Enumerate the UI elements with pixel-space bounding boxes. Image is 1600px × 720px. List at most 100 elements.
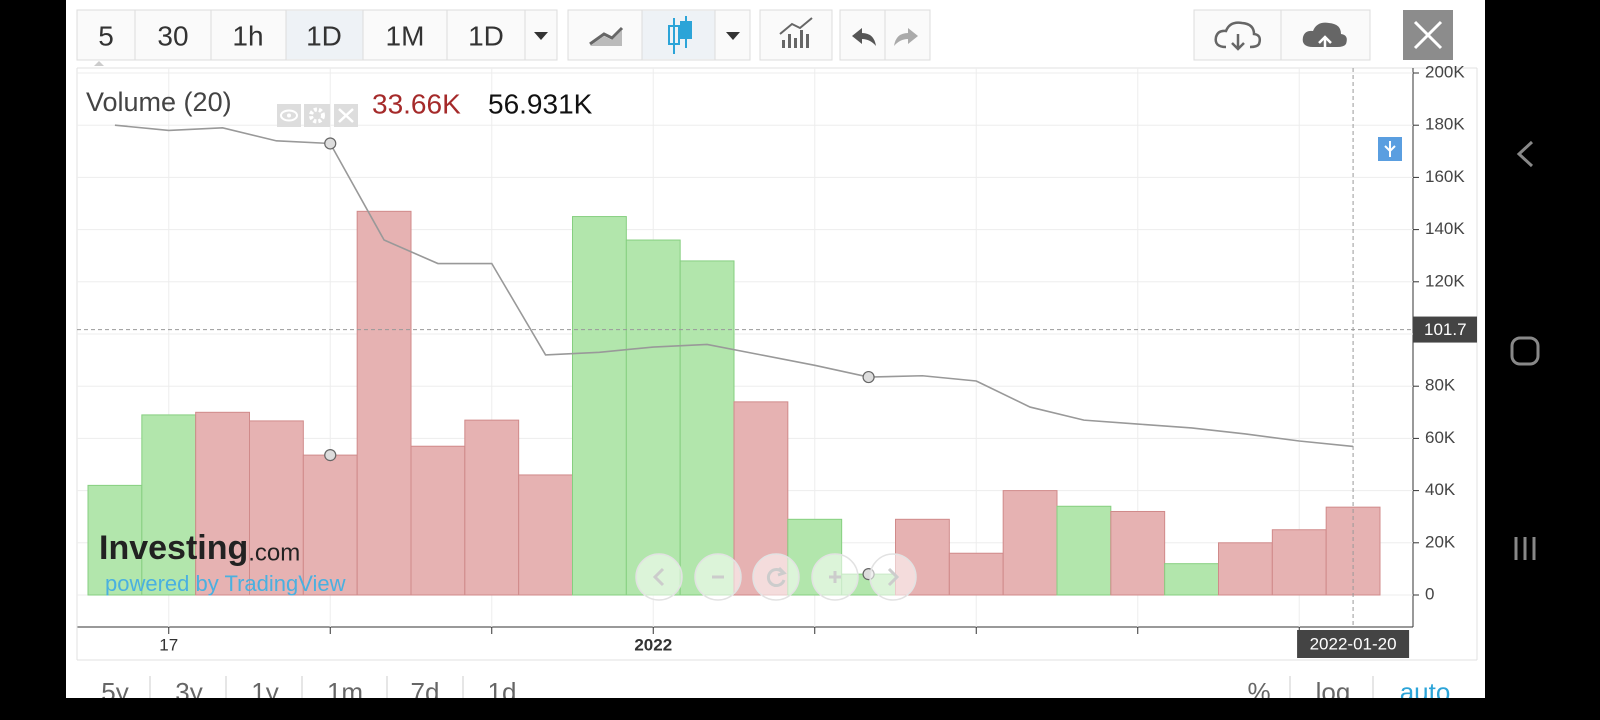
chart-navigation[interactable]: [635, 553, 917, 601]
chart-navigation-part[interactable]: [652, 567, 900, 587]
volume-bar: [356, 210, 412, 596]
readout-ma: 56.931K: [488, 88, 593, 119]
volume-bar: [87, 484, 143, 596]
y-tick-label: 180K: [1425, 115, 1465, 134]
toolbar-part: [668, 16, 692, 54]
y-tick-label: 140K: [1425, 219, 1465, 238]
y-tick-label: 40K: [1425, 480, 1456, 499]
volume-bar: [679, 260, 735, 596]
y-tick-label: 60K: [1425, 428, 1456, 447]
toolbar-part: [589, 26, 624, 46]
watermark-brand: Investing: [99, 529, 248, 567]
chart-frame-part: [94, 61, 104, 66]
interval-button[interactable]: 1h: [232, 20, 263, 51]
volume-bar: [1218, 542, 1273, 596]
crosshair-x-label: 2022-01-20: [1310, 634, 1397, 653]
interval-button[interactable]: 30: [157, 20, 188, 51]
watermark-brand-suffix: .com: [248, 539, 300, 566]
system-nav[interactable]: [1510, 140, 1540, 560]
y-tick-label: 0: [1425, 584, 1434, 603]
toolbar-part: [534, 32, 548, 40]
system-nav-part[interactable]: [1510, 336, 1540, 366]
toolbar: [76, 9, 1453, 61]
toolbar-part: [1302, 22, 1347, 47]
volume-bar: [1056, 505, 1112, 596]
chart-frame: [76, 61, 1478, 661]
toolbar-part: [759, 9, 833, 61]
toolbar-part: [1214, 21, 1262, 49]
volume-bar: [625, 239, 681, 596]
system-nav-part[interactable]: [1514, 537, 1536, 560]
toolbar-part-part: [680, 21, 692, 39]
crosshair-y-box: [1413, 316, 1477, 343]
interval-button[interactable]: 5: [98, 20, 114, 51]
y-tick-label: 200K: [1425, 62, 1465, 81]
drawing-handle[interactable]: [324, 137, 337, 150]
study-icons-part[interactable]: [287, 113, 291, 118]
volume-bar: [464, 419, 520, 596]
interval-button[interactable]: 1D: [306, 20, 342, 51]
volume-bar: [249, 420, 304, 596]
watermark-sub: powered by TradingView: [105, 571, 346, 596]
volume-bar: [195, 411, 251, 596]
study-icons[interactable]: [277, 104, 358, 127]
interval-button[interactable]: 1M: [386, 20, 425, 51]
toolbar-part: [1318, 35, 1332, 50]
toolbar-part-part: [794, 38, 797, 48]
scale-icon-part[interactable]: [1384, 141, 1396, 157]
volume-bar: [1110, 510, 1166, 596]
toolbar-part: [1413, 20, 1443, 50]
bottom-bar-part: [149, 676, 1374, 698]
system-nav-part[interactable]: [1516, 140, 1534, 168]
screen-bottom: [66, 698, 1485, 720]
ma-line: [114, 124, 1354, 448]
toolbar-part-part: [800, 30, 803, 48]
volume-bar: [572, 216, 627, 596]
y-tick-label: 20K: [1425, 532, 1456, 551]
drawing-handle[interactable]: [324, 449, 337, 462]
watermark: Investing .com powered by TradingView: [99, 529, 346, 596]
study-icons-part[interactable]: [304, 104, 330, 127]
chart-navigation-part[interactable]: [635, 553, 683, 601]
toolbar-part-part: [668, 25, 680, 45]
scale-icon[interactable]: [1378, 137, 1402, 161]
volume-bar: [302, 454, 358, 596]
volume-bar: [141, 414, 197, 596]
x-tick-label: 17: [159, 635, 178, 654]
chart-navigation-part[interactable]: [869, 553, 917, 601]
volume-bar: [1002, 490, 1058, 596]
toolbar-part: [286, 11, 363, 59]
y-tick-label: 80K: [1425, 376, 1456, 395]
x-tick-label: 2022: [634, 635, 672, 654]
volume-bar: [518, 474, 574, 596]
toolbar-part: [134, 10, 526, 60]
toolbar-part: [779, 17, 813, 35]
readout-value: 33.66K: [372, 88, 461, 119]
chart-navigation-part[interactable]: [752, 553, 800, 601]
toolbar-part: [894, 28, 918, 46]
drawing-handle[interactable]: [862, 370, 875, 384]
toolbar-part: [852, 28, 876, 46]
study-icons-part[interactable]: [309, 107, 325, 124]
volume-bar: [948, 552, 1004, 596]
chart-navigation-part[interactable]: [766, 566, 787, 587]
volume-bar: [1271, 529, 1327, 596]
y-tick-label: 120K: [1425, 271, 1465, 290]
crosshair-y-label: 101.7: [1424, 320, 1467, 339]
volume-bar: [410, 445, 466, 596]
toolbar-part: [1231, 34, 1245, 51]
toolbar-part-part: [788, 34, 791, 48]
interval-button[interactable]: 1D: [468, 20, 504, 51]
plot: 020K40K60K80K100K120K140K160K180K200K172…: [77, 62, 1477, 658]
study-icons-part[interactable]: [338, 108, 354, 123]
chart-title: Volume (20): [86, 87, 232, 117]
toolbar-part-part: [782, 40, 785, 48]
crosshair-x-box: [1297, 630, 1410, 658]
toolbar-part: [726, 32, 740, 40]
y-tick-label: 160K: [1425, 167, 1465, 186]
study-icons-part[interactable]: [280, 109, 298, 122]
toolbar-part: [590, 30, 622, 46]
